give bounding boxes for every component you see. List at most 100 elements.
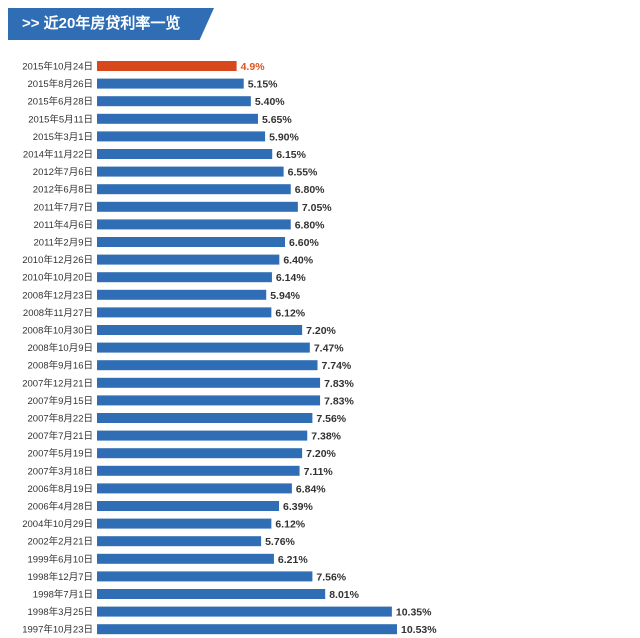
category-label: 2007年9月15日 [28,395,93,407]
bar [97,430,308,441]
value-label: 5.15% [248,79,278,91]
value-label: 7.20% [306,325,336,337]
bar [97,325,303,335]
category-label: 2011年2月9日 [34,237,94,249]
bar [97,553,274,564]
bar [97,289,267,300]
bar [97,536,262,547]
category-label: 2006年4月28日 [28,501,93,513]
bar [97,501,280,511]
bar [97,606,392,617]
category-label: 2010年10月20日 [22,272,93,284]
value-label: 6.40% [283,255,313,267]
category-label: 1998年3月25日 [28,606,93,618]
value-label: 6.39% [283,501,313,513]
category-label: 2011年7月7日 [34,201,94,213]
bar [97,61,237,71]
category-label: 2015年10月24日 [22,61,93,73]
value-label: 8.01% [329,589,359,601]
bar [97,272,272,283]
value-label: 6.12% [275,519,305,531]
value-label: 7.11% [304,466,334,478]
value-label: 6.15% [276,149,306,161]
category-label: 2008年12月23日 [22,289,93,301]
category-label: 1997年10月23日 [22,624,93,636]
value-label: 5.90% [269,131,299,143]
bar [97,571,313,582]
category-label: 2011年4月6日 [34,219,94,231]
category-label: 1999年6月10日 [28,553,93,565]
value-label: 6.12% [275,307,305,319]
bar [97,483,292,494]
value-label: 5.40% [255,96,285,108]
bar [97,131,266,142]
bar [97,96,251,107]
category-label: 2008年11月27日 [23,307,93,319]
value-label: 6.55% [288,167,318,179]
value-label: 7.47% [314,343,344,355]
category-label: 2012年7月6日 [33,166,93,178]
bar [97,465,300,476]
category-label: 2008年10月30日 [22,325,93,337]
bar [97,307,272,318]
bar [97,254,280,265]
title-banner: >> 近20年房贷利率一览 [8,8,214,40]
value-label: 4.9% [241,61,266,73]
value-label: 7.74% [322,360,352,372]
value-label: 5.94% [270,290,300,302]
bar [97,237,286,247]
value-label: 6.60% [289,237,319,249]
value-label: 7.56% [316,571,346,583]
category-label: 1998年12月7日 [28,571,93,583]
value-label: 10.35% [396,607,432,619]
bar [97,360,318,371]
category-label: 2015年3月1日 [33,131,93,143]
value-label: 6.80% [295,184,325,196]
category-label: 2010年12月26日 [22,254,93,266]
category-label: 2007年5月19日 [28,448,93,460]
bar [97,589,326,599]
category-label: 2006年8月19日 [28,483,93,495]
bar [97,78,244,89]
category-label: 2007年12月21日 [22,377,93,389]
bar [97,413,313,423]
value-label: 5.76% [265,536,295,548]
value-label: 7.83% [324,378,354,390]
value-label: 7.83% [324,395,354,407]
category-label: 2015年8月26日 [28,78,93,90]
bar [97,395,321,406]
value-label: 6.14% [276,272,306,284]
category-label: 2008年9月16日 [28,360,93,372]
bar [97,113,258,124]
value-label: 7.20% [306,448,336,460]
category-label: 2007年3月18日 [28,465,93,477]
bar [97,149,273,159]
bar [97,448,303,459]
value-label: 7.38% [311,431,341,443]
value-label: 10.53% [401,624,437,636]
value-label: 7.56% [316,413,346,425]
chart-title: >> 近20年房贷利率一览 [22,15,181,32]
bar [97,624,397,635]
category-label: 2007年8月22日 [28,413,93,425]
value-label: 5.65% [262,114,292,126]
category-label: 2014年11月22日 [23,149,93,161]
category-label: 2012年6月8日 [33,184,93,196]
value-label: 6.84% [296,483,326,495]
value-label: 7.05% [302,202,332,214]
category-label: 2004年10月29日 [22,518,93,530]
category-label: 2007年7月21日 [28,430,93,442]
category-label: 1998年7月1日 [33,589,93,601]
bar [97,219,291,230]
value-label: 6.80% [295,219,325,231]
category-label: 2015年5月11日 [28,113,93,125]
bar [97,377,321,388]
bar [97,518,272,529]
bar [97,184,291,195]
bar [97,166,284,177]
category-label: 2002年2月21日 [28,536,93,548]
value-label: 6.21% [278,554,308,566]
category-label: 2008年10月9日 [28,342,93,354]
bar [97,201,298,212]
